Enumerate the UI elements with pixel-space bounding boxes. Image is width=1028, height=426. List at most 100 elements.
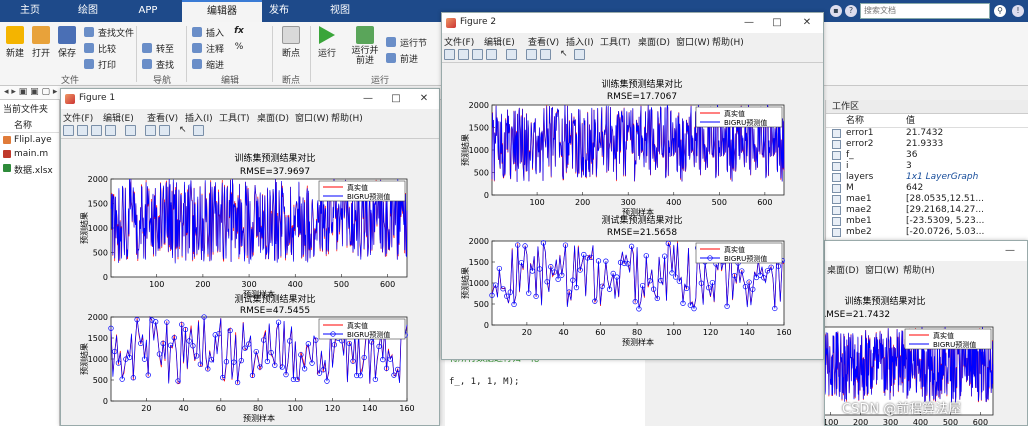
breakpoints-button[interactable]: 断点 xyxy=(278,26,304,59)
figure-menu-item[interactable]: 帮助(H) xyxy=(712,38,744,48)
ws-col-name[interactable]: 名称 xyxy=(846,116,865,126)
compare-button[interactable]: 比较 xyxy=(84,42,116,55)
goto-button[interactable]: 转至 xyxy=(142,42,174,55)
open-icon[interactable] xyxy=(77,125,88,136)
tab-apps[interactable]: APP xyxy=(138,5,158,16)
find-button[interactable]: 查找 xyxy=(142,58,174,71)
pointer-icon[interactable]: ↖ xyxy=(179,125,187,135)
figure-menu-item[interactable]: 窗口(W) xyxy=(295,114,329,124)
notification-icon[interactable]: ! xyxy=(1012,5,1024,17)
figure-menu-item[interactable]: 文件(F) xyxy=(444,38,475,48)
maximize-icon[interactable]: □ xyxy=(772,17,782,28)
print-icon[interactable] xyxy=(105,125,116,136)
save-icon[interactable] xyxy=(91,125,102,136)
series-point-pred xyxy=(684,285,690,292)
indent-button[interactable]: 缩进 xyxy=(192,58,224,71)
figure-menu-item[interactable]: 编辑(E) xyxy=(103,114,134,124)
new-button[interactable]: 新建 xyxy=(4,26,26,59)
comment-button[interactable]: 注释 xyxy=(192,42,224,55)
series-point-pred xyxy=(234,379,241,386)
menu-help[interactable]: 帮助(H) xyxy=(903,266,935,276)
y-axis-label: 预测结果 xyxy=(79,343,89,375)
file-item[interactable]: Flipl.aye xyxy=(0,133,59,147)
legend-icon[interactable] xyxy=(159,125,170,136)
figure-menu-item[interactable]: 帮助(H) xyxy=(331,114,363,124)
workspace-row[interactable]: M 642 xyxy=(826,183,1028,194)
figure-menu-item[interactable]: 文件(F) xyxy=(63,114,94,124)
save-icon[interactable] xyxy=(472,49,483,60)
tab-publish[interactable]: 发布 xyxy=(269,5,289,16)
figure-2-window[interactable]: Figure 2 — □ ✕ 文件(F) 编辑(E) 查看(V) 插入(I) 工具(T)… xyxy=(441,12,824,360)
tab-plots[interactable]: 绘图 xyxy=(78,5,98,16)
colorbar-icon[interactable] xyxy=(526,49,537,60)
figure-2-titlebar[interactable]: Figure 2 — □ ✕ xyxy=(442,13,823,33)
minimize-icon[interactable]: — xyxy=(744,17,754,28)
y-tick-label: 1000 xyxy=(88,224,108,233)
file-item[interactable]: 数据.xlsx xyxy=(0,161,59,178)
print-button[interactable]: 打印 xyxy=(84,58,116,71)
property-editor-icon[interactable] xyxy=(574,49,585,60)
figure-menu-item[interactable]: 工具(T) xyxy=(219,114,250,124)
ws-col-value[interactable]: 值 xyxy=(906,116,916,126)
workspace-row[interactable]: error2 21.9333 xyxy=(826,139,1028,150)
minimize-icon[interactable]: — xyxy=(363,93,373,104)
figure-menu-item[interactable]: 窗口(W) xyxy=(676,38,710,48)
save-quick-icon[interactable]: ▪ xyxy=(830,5,842,17)
open-icon[interactable] xyxy=(458,49,469,60)
menu-window[interactable]: 窗口(W) xyxy=(865,266,899,276)
maximize-icon[interactable]: □ xyxy=(391,93,401,104)
fx-icon[interactable]: fx xyxy=(234,26,244,36)
figure-menu-item[interactable]: 桌面(D) xyxy=(257,114,289,124)
workspace-row[interactable]: mbe1 [-23.5309, 5.23... xyxy=(826,216,1028,227)
figure-menu-item[interactable]: 插入(I) xyxy=(185,114,213,124)
file-item[interactable]: main.m xyxy=(0,147,59,161)
figure-1-window[interactable]: Figure 1 — □ ✕ 文件(F) 编辑(E) 查看(V) 插入(I) 工具(T)… xyxy=(60,88,440,426)
close-icon[interactable]: ✕ xyxy=(419,93,429,104)
run-section-button[interactable]: 运行节 xyxy=(386,36,427,49)
menu-desktop[interactable]: 桌面(D) xyxy=(827,266,859,276)
minimize-icon[interactable]: — xyxy=(1005,245,1015,256)
advance-button[interactable]: 前进 xyxy=(386,52,418,65)
new-figure-icon[interactable] xyxy=(444,49,455,60)
workspace-row[interactable]: mae1 [28.0535,12.51... xyxy=(826,194,1028,205)
figure-menu-item[interactable]: 查看(V) xyxy=(528,38,560,48)
new-figure-icon[interactable] xyxy=(63,125,74,136)
tab-editor[interactable]: 编辑器 xyxy=(182,0,262,22)
tab-view[interactable]: 视图 xyxy=(330,5,350,16)
save-button[interactable]: 保存 xyxy=(56,26,78,59)
tab-home[interactable]: 主页 xyxy=(20,5,40,16)
percent-icon[interactable]: % xyxy=(234,42,244,52)
find-files-button[interactable]: 查找文件 xyxy=(84,26,134,39)
colorbar-icon[interactable] xyxy=(145,125,156,136)
figure-1-titlebar[interactable]: Figure 1 — □ ✕ xyxy=(61,89,439,109)
folder-column-header[interactable]: 名称 xyxy=(0,117,59,133)
workspace-row[interactable]: f_ 36 xyxy=(826,150,1028,161)
search-icon[interactable]: ⚲ xyxy=(994,5,1006,17)
workspace-row[interactable]: mbe2 [-20.0726, 5.03... xyxy=(826,227,1028,238)
close-icon[interactable]: ✕ xyxy=(802,17,812,28)
insert-button[interactable]: 插入 xyxy=(192,26,224,39)
figure-menu-item[interactable]: 插入(I) xyxy=(566,38,594,48)
figure-menu-item[interactable]: 桌面(D) xyxy=(638,38,670,48)
open-button[interactable]: 打开 xyxy=(30,26,52,59)
workspace-row[interactable]: mae2 [29.2168,14.27... xyxy=(826,205,1028,216)
help-icon[interactable]: ? xyxy=(845,5,857,17)
run-button[interactable]: 运行 xyxy=(316,26,338,59)
link-icon[interactable] xyxy=(125,125,136,136)
figure-menu-item[interactable]: 工具(T) xyxy=(600,38,631,48)
workspace-row[interactable]: error1 21.7432 xyxy=(826,128,1028,139)
property-editor-icon[interactable] xyxy=(193,125,204,136)
variable-value: 21.7432 xyxy=(906,128,944,138)
legend-icon[interactable] xyxy=(540,49,551,60)
figure-menu-item[interactable]: 编辑(E) xyxy=(484,38,515,48)
run-advance-button[interactable]: 运行并 前进 xyxy=(350,26,380,66)
pointer-icon[interactable]: ↖ xyxy=(560,49,568,59)
figure-3-titlebar[interactable]: — xyxy=(825,241,1027,261)
figure-menu-item[interactable]: 查看(V) xyxy=(147,114,179,124)
figure-3-window[interactable]: — 桌面(D) 窗口(W) 帮助(H) 训练集预测结果对比 RMSE=21.74… xyxy=(824,240,1028,426)
workspace-row[interactable]: layers 1x1 LayerGraph xyxy=(826,172,1028,183)
print-icon[interactable] xyxy=(486,49,497,60)
link-icon[interactable] xyxy=(506,49,517,60)
search-input[interactable]: 搜索文档 xyxy=(860,3,990,19)
